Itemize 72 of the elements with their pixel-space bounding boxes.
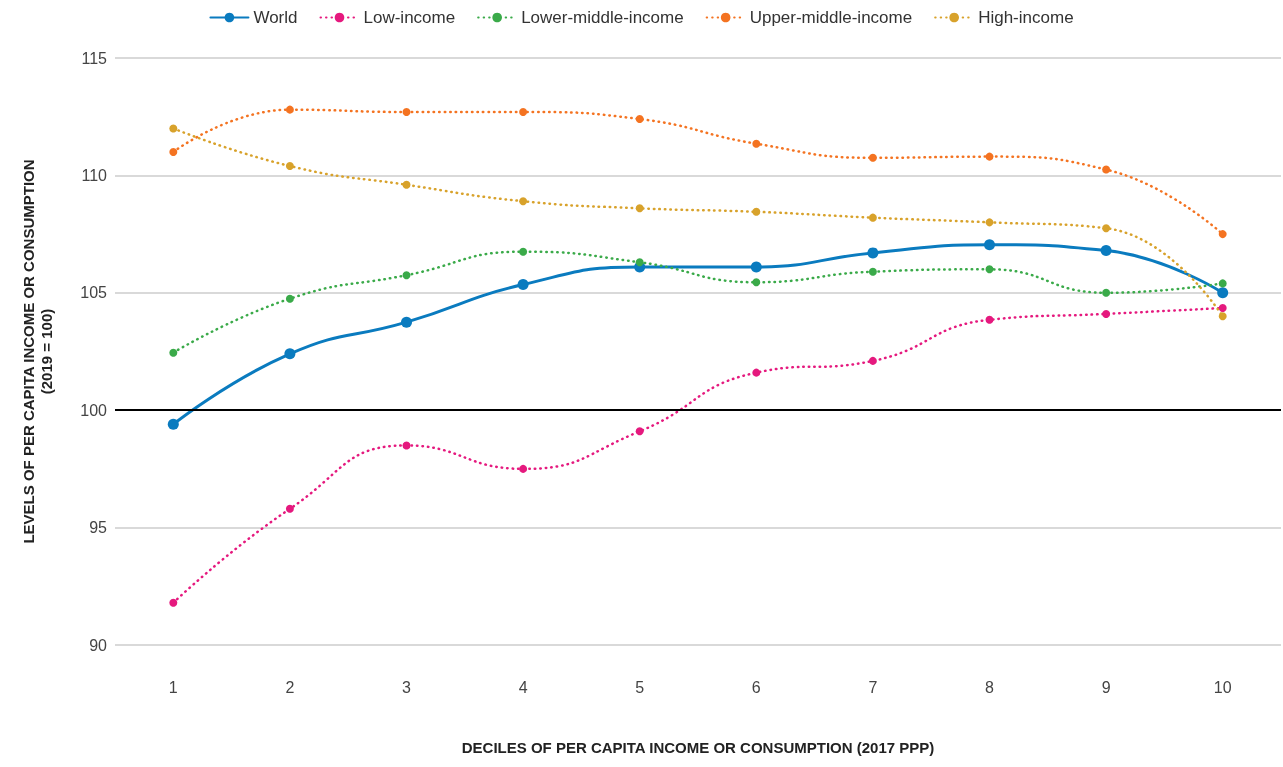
point: [752, 207, 761, 216]
y-tick-label: 115: [81, 49, 108, 67]
point: [1218, 230, 1227, 239]
point: [1218, 279, 1227, 288]
point: [868, 213, 877, 222]
point: [169, 124, 178, 133]
x-tick-label: 10: [1213, 678, 1232, 696]
point: [1218, 312, 1227, 321]
legend-label: Upper-middle-income: [749, 8, 913, 27]
point: [401, 316, 412, 328]
point: [285, 162, 294, 171]
point: [519, 464, 528, 473]
x-tick-label: 7: [868, 678, 878, 696]
point: [285, 504, 294, 513]
point: [752, 368, 761, 377]
x-tick-label: 5: [635, 678, 645, 696]
point: [285, 105, 294, 114]
point: [752, 278, 761, 287]
legend-label: High-income: [978, 8, 1074, 27]
point: [985, 265, 994, 274]
point: [519, 108, 528, 116]
point: [517, 279, 529, 291]
point: [167, 418, 179, 430]
x-axis-title: DECILES OF PER CAPITA INCOME OR CONSUMPTION (2017 PPP): [461, 739, 935, 756]
point: [1100, 245, 1112, 257]
y-tick-label: 100: [80, 401, 108, 419]
x-tick-label: 3: [402, 678, 412, 696]
x-tick-label: 6: [751, 678, 761, 696]
point: [867, 247, 879, 259]
legend-label: Low-income: [363, 8, 456, 27]
y-axis-title: LEVELS OF PER CAPITA INCOME OR CONSUMPTION (2019 = 100): [19, 159, 55, 544]
x-tick-label: 1: [168, 678, 178, 696]
point: [1102, 224, 1111, 233]
point: [750, 261, 762, 273]
point: [1102, 309, 1111, 318]
point: [1218, 304, 1227, 313]
y-tick-label: 110: [81, 166, 108, 184]
point: [635, 204, 644, 213]
x-tick-label: 9: [1101, 678, 1111, 696]
point: [984, 239, 995, 251]
point: [868, 153, 877, 162]
point: [402, 271, 411, 280]
point: [985, 218, 994, 227]
point: [285, 294, 294, 303]
point: [169, 348, 178, 357]
x-tick-label: 8: [985, 678, 995, 696]
y-tick-label: 95: [89, 519, 108, 537]
point: [402, 441, 411, 450]
point: [169, 598, 178, 607]
point: [402, 108, 411, 116]
point: [519, 197, 528, 206]
point: [635, 427, 644, 436]
point: [284, 348, 296, 360]
point: [635, 115, 644, 124]
legend-label: Lower-middle-income: [521, 8, 684, 27]
point: [635, 258, 644, 267]
point: [752, 139, 761, 148]
point: [519, 247, 528, 256]
point: [868, 267, 877, 276]
y-tick-label: 105: [80, 284, 108, 302]
point: [1102, 165, 1111, 174]
point: [169, 147, 178, 156]
x-tick-label: 4: [518, 678, 528, 696]
x-tick-label: 2: [285, 678, 295, 696]
point: [1217, 287, 1229, 299]
point: [985, 152, 994, 161]
point: [1102, 288, 1111, 297]
point: [868, 356, 877, 365]
point: [985, 315, 994, 324]
y-tick-label: 90: [89, 636, 108, 654]
point: [402, 180, 411, 189]
legend-label: World: [253, 8, 298, 27]
